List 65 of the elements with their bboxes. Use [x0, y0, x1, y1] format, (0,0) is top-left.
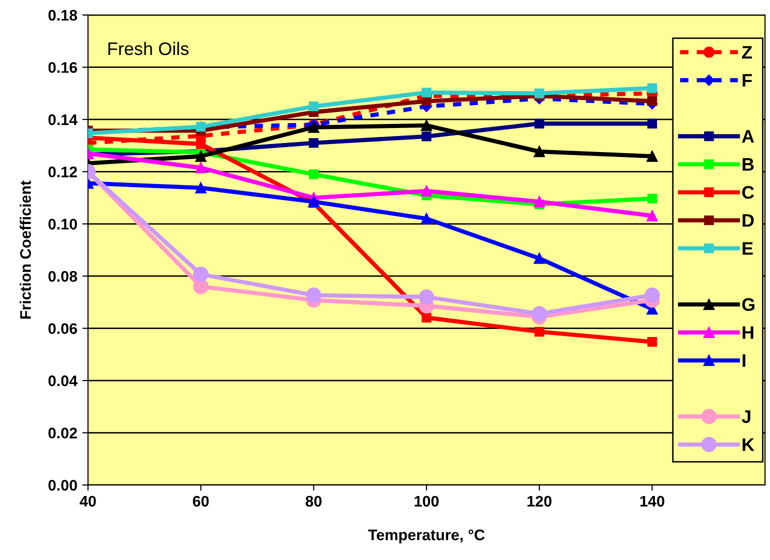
point — [647, 118, 658, 128]
legend-label: Z — [742, 46, 752, 58]
annotation: Fresh Oils — [108, 42, 189, 56]
point — [422, 132, 432, 142]
legend-label: D — [742, 214, 754, 227]
legend-label: G — [742, 298, 754, 311]
point — [534, 146, 545, 158]
point — [308, 122, 320, 133]
y-tick-label: 0.12 — [48, 166, 77, 178]
y-axis-title: Friction Coefficient — [20, 180, 31, 319]
point — [647, 194, 658, 204]
y-tick-label: 0.16 — [48, 62, 78, 73]
point — [534, 196, 545, 208]
point — [646, 150, 658, 162]
point — [422, 312, 432, 322]
point — [418, 289, 434, 305]
legend-label: B — [742, 158, 754, 171]
point — [644, 288, 660, 303]
point — [308, 138, 319, 148]
point — [647, 96, 658, 106]
point — [306, 288, 322, 303]
legend-label: H — [742, 326, 754, 339]
y-tick-label: 0.04 — [48, 375, 78, 386]
y-tick-label: 0.08 — [48, 270, 78, 282]
point — [420, 120, 432, 132]
point — [646, 210, 658, 222]
legend-label: C — [742, 186, 754, 199]
point — [534, 252, 545, 264]
point — [534, 88, 544, 98]
y-tick-label: 0.10 — [48, 218, 77, 230]
point — [422, 96, 432, 106]
x-tick-label: 120 — [528, 496, 552, 507]
point — [195, 182, 206, 194]
legend-label: J — [742, 410, 750, 423]
point — [534, 326, 544, 337]
y-tick-label: 0.06 — [48, 323, 78, 334]
point — [647, 337, 658, 347]
legend-label: A — [742, 130, 754, 143]
point — [196, 139, 206, 149]
y-tick-label: 0.00 — [48, 480, 77, 491]
x-tick-label: 140 — [640, 496, 664, 507]
point — [193, 278, 208, 294]
legend-label: K — [742, 438, 754, 451]
x-tick-label: 100 — [414, 496, 439, 507]
point — [420, 213, 432, 224]
point — [532, 306, 547, 322]
point — [195, 162, 206, 174]
y-tick-label: 0.02 — [48, 428, 77, 438]
point — [420, 185, 432, 197]
legend-label: E — [742, 242, 753, 255]
y-tick-label: 0.14 — [48, 114, 78, 126]
point — [308, 102, 319, 112]
legend-label: F — [742, 74, 752, 87]
point — [195, 150, 206, 162]
y-tick-label: 0.18 — [48, 10, 78, 21]
x-tick-label: 80 — [306, 496, 322, 507]
point — [422, 88, 432, 98]
x-tick-label: 60 — [192, 496, 209, 507]
point — [534, 118, 544, 128]
point — [308, 169, 319, 180]
x-axis-title: Temperature, °C — [368, 530, 485, 544]
point — [647, 83, 658, 93]
legend-label: I — [742, 354, 746, 367]
x-tick-label: 40 — [80, 496, 96, 507]
point — [193, 266, 208, 282]
